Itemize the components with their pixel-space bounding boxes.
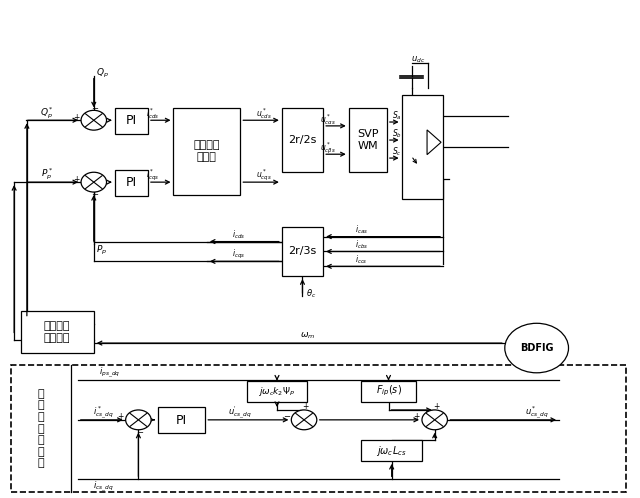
Text: +: + [413, 412, 420, 421]
Bar [11, 366, 626, 492]
Text: $Q_p^*$: $Q_p^*$ [40, 105, 54, 121]
Bar [157, 407, 205, 433]
Text: +: + [433, 402, 439, 411]
Text: $i_{ps\_dq}$: $i_{ps\_dq}$ [99, 366, 120, 380]
Text: 2r/2s: 2r/2s [288, 135, 317, 145]
Bar [401, 96, 443, 200]
Text: 前馈电流
控制器: 前馈电流 控制器 [194, 140, 220, 162]
Text: BDFIG: BDFIG [520, 343, 554, 353]
Text: $S_a$: $S_a$ [392, 110, 402, 122]
Text: 给定功率
精确计算: 给定功率 精确计算 [44, 321, 70, 343]
Text: $u_{c\alpha s}^*$: $u_{c\alpha s}^*$ [320, 112, 336, 127]
Circle shape [422, 410, 447, 430]
Text: $u_{dc}$: $u_{dc}$ [411, 54, 426, 65]
Bar [20, 311, 94, 353]
Text: $F_{ip}(s)$: $F_{ip}(s)$ [376, 384, 401, 398]
Text: 前
馈
电
流
控
制
器: 前 馈 电 流 控 制 器 [38, 389, 45, 468]
Circle shape [125, 410, 151, 430]
Text: −: − [92, 104, 99, 113]
Polygon shape [427, 130, 441, 155]
Text: $\omega_m$: $\omega_m$ [300, 330, 315, 341]
Text: +: + [302, 402, 308, 411]
Circle shape [291, 410, 317, 430]
Text: 2r/3s: 2r/3s [289, 247, 317, 256]
Text: $P_p^*$: $P_p^*$ [41, 167, 54, 182]
Text: +: + [73, 113, 79, 122]
Text: $j\omega_c k_2\Psi_P$: $j\omega_c k_2\Psi_P$ [259, 384, 296, 397]
Text: −: − [92, 191, 99, 200]
Circle shape [505, 323, 568, 373]
Text: $i_{cqs}$: $i_{cqs}$ [232, 249, 245, 261]
Text: $P_p$: $P_p$ [97, 244, 108, 256]
Text: $i_{ccs}$: $i_{ccs}$ [355, 253, 368, 266]
Text: −: − [136, 428, 143, 437]
Text: $u_{cqs}^*$: $u_{cqs}^*$ [256, 167, 272, 183]
Bar [282, 227, 323, 276]
Text: $\theta_c$: $\theta_c$ [306, 287, 316, 300]
Text: PI: PI [126, 176, 137, 189]
Text: $i_{cds}$: $i_{cds}$ [232, 229, 245, 242]
Text: $u_{cs\_dq}^*$: $u_{cs\_dq}^*$ [525, 404, 548, 421]
Text: PI: PI [126, 114, 137, 127]
Bar [115, 170, 148, 196]
Text: $u_{cs\_dq}^{'}$: $u_{cs\_dq}^{'}$ [228, 404, 252, 421]
Text: $j\omega_c L_{cs}$: $j\omega_c L_{cs}$ [376, 444, 407, 458]
Text: +: + [73, 175, 79, 184]
Text: $i_{cqs}^*$: $i_{cqs}^*$ [146, 167, 159, 183]
Bar [349, 108, 387, 172]
Text: $Q_p$: $Q_p$ [95, 67, 109, 80]
Text: +: + [117, 412, 124, 421]
Bar [115, 108, 148, 133]
Text: $S_c$: $S_c$ [392, 145, 402, 158]
Bar [362, 440, 422, 461]
Text: PI: PI [176, 414, 187, 427]
Bar [173, 108, 241, 195]
Text: $i_{cbs}$: $i_{cbs}$ [355, 239, 368, 251]
Circle shape [81, 111, 106, 130]
Text: $u_{cds}^*$: $u_{cds}^*$ [256, 106, 272, 121]
Text: $S_b$: $S_b$ [392, 127, 402, 140]
Text: −: − [283, 412, 290, 421]
Text: $i_{cs\_dq}^*$: $i_{cs\_dq}^*$ [93, 404, 114, 421]
Text: $i_{cds}^*$: $i_{cds}^*$ [146, 106, 159, 121]
Bar [362, 381, 415, 401]
Text: $i_{cas}$: $i_{cas}$ [355, 224, 368, 237]
Text: $u_{c\beta s}^*$: $u_{c\beta s}^*$ [321, 140, 336, 155]
Text: $i_{cs\_dq}$: $i_{cs\_dq}$ [93, 480, 114, 494]
Text: SVP
WM: SVP WM [357, 129, 378, 151]
Bar [282, 108, 323, 172]
Bar [246, 381, 307, 401]
Circle shape [81, 172, 106, 192]
